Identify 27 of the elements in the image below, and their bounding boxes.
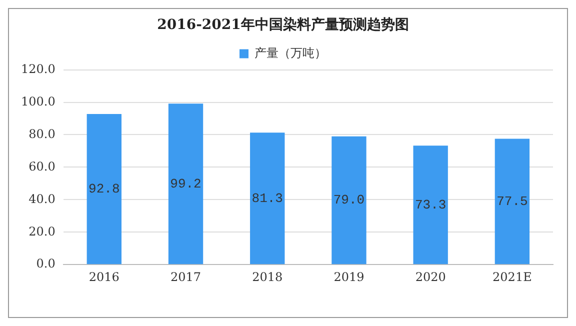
y-tick-label: 40.0 <box>28 192 56 206</box>
bar <box>168 104 204 264</box>
bar <box>86 114 122 264</box>
chart-title: 2016-2021年中国染料产量预测趋势图 <box>157 16 409 34</box>
x-tick-label: 2020 <box>415 270 446 284</box>
data-label: 73.3 <box>414 197 446 212</box>
x-tick-label: 2019 <box>334 270 364 284</box>
y-tick-label: 100.0 <box>20 94 56 108</box>
data-label: 77.5 <box>496 194 528 209</box>
x-tick-label: 2021E <box>492 270 532 284</box>
y-tick-label: 80.0 <box>28 126 56 141</box>
x-tick-label: 2016 <box>88 270 120 284</box>
bar <box>494 138 530 264</box>
legend-label: 产量（万吨） <box>254 46 326 60</box>
data-label: 99.2 <box>170 176 202 192</box>
x-tick-label: 2018 <box>252 270 283 284</box>
bar <box>413 146 448 264</box>
data-label: 92.8 <box>88 181 120 196</box>
y-tick-label: 20.0 <box>28 224 56 238</box>
data-label: 81.3 <box>252 190 283 206</box>
bar <box>332 136 366 264</box>
y-tick-label: 120.0 <box>20 62 56 76</box>
bar <box>250 132 285 264</box>
y-tick-label: 0.0 <box>36 256 56 271</box>
data-label: 79.0 <box>333 192 365 208</box>
y-tick-label: 60.0 <box>28 159 56 174</box>
x-tick-label: 2017 <box>170 270 202 284</box>
